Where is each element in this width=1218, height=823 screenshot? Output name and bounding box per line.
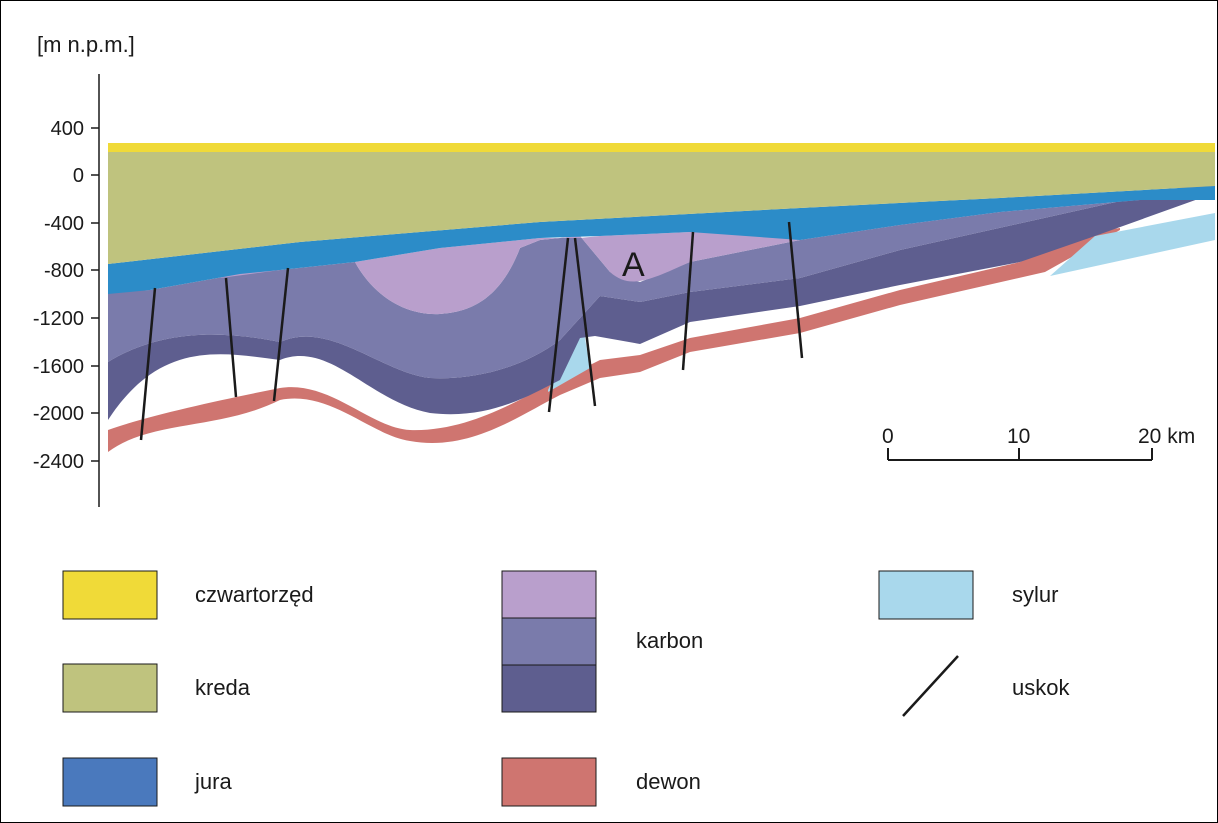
legend-label-jura: jura <box>194 769 232 794</box>
layer-sylur-east <box>1050 213 1215 276</box>
axis-unit-label: [m n.p.m.] <box>37 32 135 57</box>
faults <box>139 221 804 441</box>
fault-line-icon <box>902 655 959 717</box>
fault-line <box>573 237 597 407</box>
legend-swatch-karbon-mid <box>501 617 597 666</box>
legend-swatch-kreda <box>62 663 158 713</box>
axis-ticks <box>91 127 99 462</box>
fault-line <box>139 287 157 441</box>
fault-line <box>681 231 695 371</box>
layer-karbon-top <box>355 198 1140 315</box>
tick-label: -1600 <box>33 356 84 378</box>
fault-line <box>787 221 804 359</box>
legend-swatch-jura <box>62 757 158 807</box>
legend-swatch-karbon-low <box>501 664 597 713</box>
tick-label: -800 <box>44 260 84 282</box>
legend: czwartorzęd kreda jura karbon dewon sylu… <box>62 570 1070 807</box>
tick-label: -2400 <box>33 451 84 473</box>
tick-label: 0 <box>73 165 84 187</box>
fault-line <box>224 277 238 398</box>
layer-kreda <box>108 152 1215 264</box>
tick-label: -1200 <box>33 308 84 330</box>
layer-karbon-low <box>108 180 1215 420</box>
scale-label: 20 km <box>1138 425 1195 448</box>
tick-label: -400 <box>44 213 84 235</box>
legend-label-dewon: dewon <box>636 769 701 794</box>
tick-label: -2000 <box>33 403 84 425</box>
legend-label-uskok: uskok <box>1012 675 1070 700</box>
legend-swatch-karbon-top <box>501 570 597 619</box>
legend-swatch-dewon <box>501 757 597 807</box>
scale-bar <box>887 448 1153 461</box>
scale-label: 0 <box>882 425 894 448</box>
legend-label-kreda: kreda <box>195 675 251 700</box>
layer-czwartorzed <box>108 143 1215 152</box>
fault-line <box>272 267 290 402</box>
legend-swatch-czwartorzed <box>62 570 158 620</box>
layer-jura <box>108 186 1215 294</box>
point-label-a: A <box>622 246 645 284</box>
tick-label: 400 <box>51 118 84 140</box>
legend-label-sylur: sylur <box>1012 582 1058 607</box>
legend-label-karbon: karbon <box>636 628 703 653</box>
fault-line <box>547 237 570 413</box>
scale-label: 10 <box>1007 425 1030 448</box>
layer-karbon-mid <box>108 180 1215 379</box>
legend-swatch-sylur <box>878 570 974 620</box>
legend-label-czwartorzed: czwartorzęd <box>195 582 314 607</box>
